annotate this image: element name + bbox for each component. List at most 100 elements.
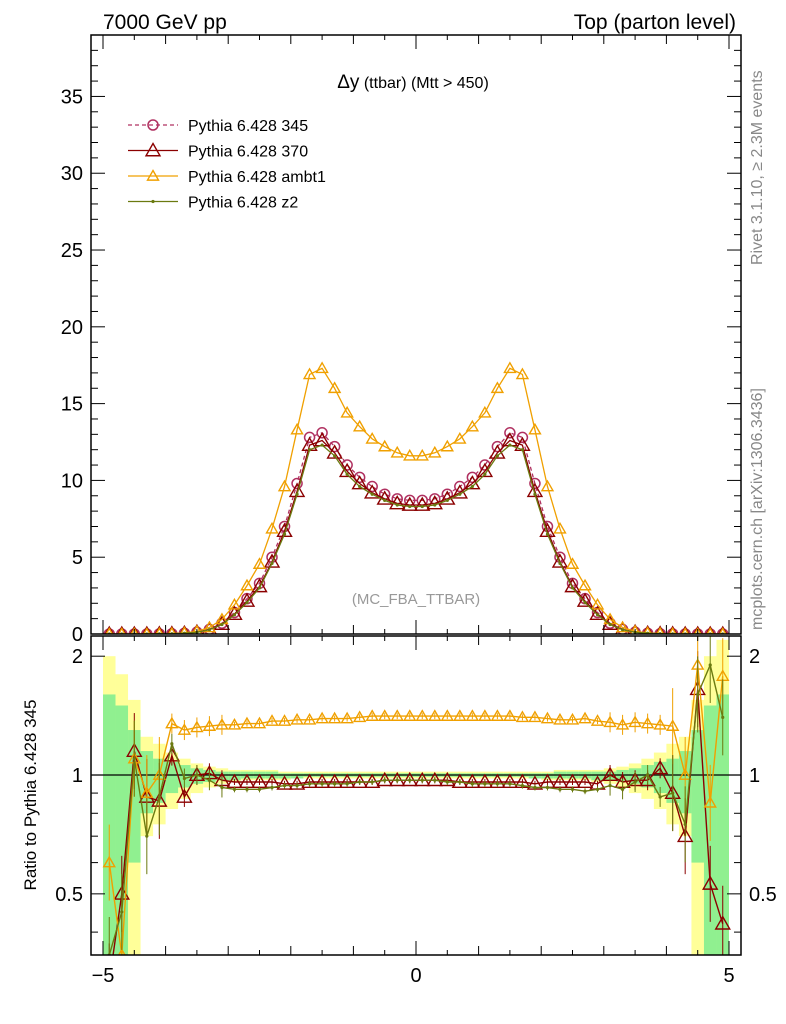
ratio-series-marker-1	[540, 711, 555, 724]
ratio-series-marker-0	[351, 773, 368, 788]
main-series-marker-2	[302, 367, 317, 380]
ratio-series-marker-2	[570, 787, 575, 791]
main-series-marker-2	[352, 419, 367, 432]
main-series-marker-0	[504, 427, 516, 439]
ratio-series-marker-0	[376, 771, 393, 787]
ratio-series-marker-2	[558, 787, 562, 791]
ratio-series-marker-1	[515, 710, 530, 723]
legend-marker-3	[151, 199, 155, 204]
ratio-series-marker-1	[415, 709, 429, 721]
main-series-marker-2	[515, 367, 530, 380]
main-series-marker-1	[389, 495, 406, 510]
main-series-marker-2	[277, 479, 292, 492]
legend-label-1: Pythia 6.428 370	[188, 144, 308, 161]
main-series-marker-1	[426, 495, 443, 510]
ratio-series-marker-2	[433, 778, 437, 782]
main-series-marker-1	[263, 553, 281, 568]
main-series-marker-3	[545, 532, 550, 536]
main-series-marker-1	[116, 625, 127, 634]
ratio-series-marker-2	[420, 778, 424, 782]
ratio-y-tick-label: 2	[72, 646, 83, 668]
ratio-series-marker-2	[207, 778, 212, 782]
main-series-marker-2	[377, 439, 392, 452]
main-series-marker-3	[508, 443, 512, 447]
ratio-series-marker-0	[326, 773, 343, 788]
ratio-series-marker-0	[288, 775, 306, 790]
ratio-series-marker-2	[395, 778, 399, 782]
main-series-marker-0	[303, 431, 316, 444]
ratio-series-marker-2	[608, 784, 612, 788]
main-series-marker-2	[643, 626, 653, 634]
ratio-series-marker-0	[439, 771, 456, 787]
ratio-series-marker-1	[265, 714, 279, 726]
main-series-marker-0	[366, 480, 378, 493]
main-series-marker-3	[470, 484, 474, 489]
ratio-series-line-0	[112, 689, 724, 955]
ratio-series-marker-1	[102, 855, 116, 868]
main-series-marker-2	[490, 381, 505, 394]
main-series-marker-3	[570, 586, 575, 590]
ratio-series-marker-2	[620, 787, 625, 791]
ratio-series-marker-2	[495, 782, 499, 786]
ratio-series-marker-2	[470, 782, 474, 786]
main-series-marker-1	[551, 553, 569, 568]
ratio-series-marker-1	[165, 716, 179, 729]
ratio-series-marker-2	[658, 795, 662, 799]
ratio-series-marker-1	[290, 712, 304, 725]
main-series-marker-3	[608, 622, 612, 627]
ratio-series-marker-2	[157, 795, 161, 799]
ratio-series-marker-1	[240, 716, 254, 729]
main-series-marker-3	[533, 492, 537, 496]
ratio-series-marker-1	[615, 717, 630, 730]
legend-label-2: Pythia 6.428 ambt1	[188, 169, 326, 186]
ratio-series-marker-1	[603, 715, 617, 728]
ratio-series-marker-1	[340, 711, 354, 724]
main-series-marker-2	[365, 432, 379, 444]
ratio-series-marker-2	[370, 780, 374, 784]
main-series-marker-2	[428, 445, 442, 458]
main-series-marker-2	[528, 422, 542, 435]
main-series-marker-0	[328, 440, 341, 453]
ratio-series-marker-1	[465, 709, 480, 721]
main-series-marker-1	[680, 625, 690, 634]
ratio-y-tick-label-right: 0.5	[749, 884, 777, 906]
main-series-marker-3	[220, 622, 224, 627]
ratio-series-marker-0	[651, 759, 669, 775]
ratio-y-tick-label: 0.5	[55, 884, 83, 906]
main-series-marker-1	[705, 625, 716, 634]
main-y-tick-label: 35	[61, 86, 83, 108]
main-series-marker-3	[383, 498, 387, 502]
ratio-series-marker-1	[227, 717, 242, 730]
main-series-marker-1	[226, 605, 243, 620]
main-series-marker-0	[291, 477, 303, 490]
ratio-series-marker-2	[383, 778, 387, 782]
ratio-series-marker-0	[489, 773, 506, 788]
ratio-series-marker-0	[401, 771, 418, 787]
legend-label-3: Pythia 6.428 z2	[188, 195, 298, 212]
ratio-series-marker-1	[653, 717, 667, 730]
ratio-plot-area	[91, 636, 741, 955]
main-series-marker-2	[453, 432, 467, 444]
legend-marker-0	[147, 119, 159, 131]
ratio-series-marker-1	[640, 716, 655, 729]
ratio-y-tick-label: 1	[72, 765, 83, 787]
main-series-marker-2	[327, 381, 342, 394]
rivet-version-label: Rivet 3.1.10, ≥ 2.3M events	[749, 70, 766, 265]
main-series-marker-2	[553, 521, 567, 534]
main-series-marker-2	[478, 405, 492, 418]
ratio-series-marker-0	[464, 773, 481, 788]
ratio-series-line-1	[108, 664, 724, 955]
ratio-series-marker-1	[377, 709, 392, 721]
main-series-marker-1	[564, 577, 581, 593]
ratio-series-marker-2	[195, 773, 199, 777]
ratio-series-marker-2	[696, 692, 700, 697]
ratio-x-tick-label: 5	[723, 965, 734, 987]
ratio-series-marker-0	[476, 773, 494, 788]
main-series-marker-0	[466, 471, 479, 484]
ratio-series-marker-2	[220, 785, 224, 790]
main-series-marker-1	[142, 625, 152, 634]
ratio-series-marker-2	[345, 782, 349, 786]
header-left-label: 7000 GeV pp	[103, 11, 227, 34]
ratio-series-marker-1	[190, 720, 204, 733]
main-series-marker-3	[320, 443, 324, 447]
